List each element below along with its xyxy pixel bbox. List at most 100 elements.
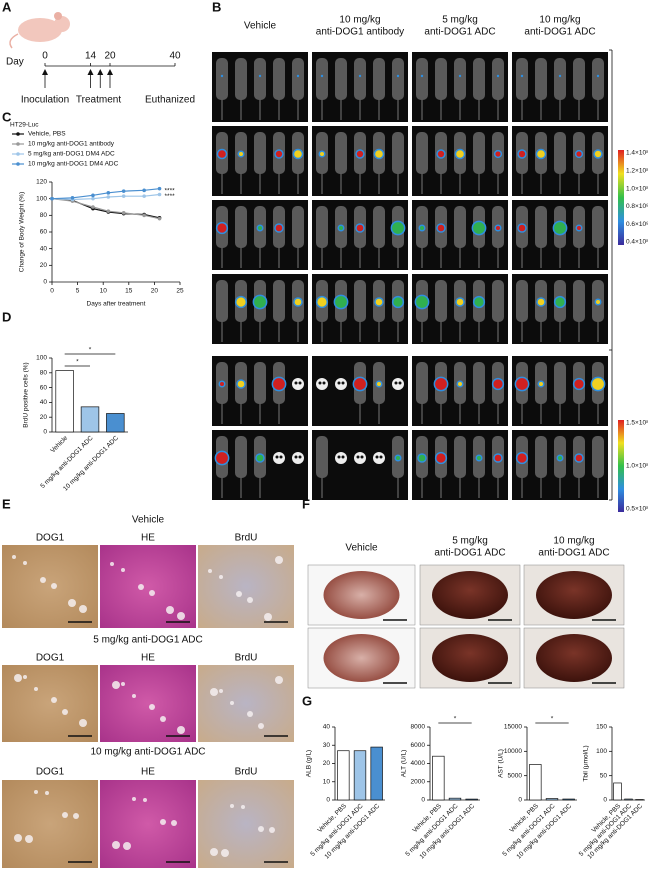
imaging-cell <box>412 126 508 196</box>
vessel <box>221 849 229 857</box>
significance-label: **** <box>165 193 176 200</box>
signal-blob <box>494 454 502 462</box>
histology-image <box>2 780 98 868</box>
signal-blob <box>339 226 343 230</box>
stain-label: HE <box>141 533 155 544</box>
event-label: Euthanized <box>145 95 195 106</box>
vessel <box>160 716 166 722</box>
mouse-silhouette <box>516 280 528 322</box>
vessel <box>132 694 136 698</box>
signal-blob <box>320 152 324 156</box>
skull-icon <box>354 452 366 464</box>
significance-label: * <box>89 347 92 354</box>
column-header: anti-DOG1 ADC <box>434 548 505 559</box>
mouse-silhouette <box>473 58 485 100</box>
panel-letter: D <box>2 309 11 324</box>
stain-label: DOG1 <box>36 533 65 544</box>
y-tick-label: 120 <box>36 179 47 186</box>
mouse-silhouette <box>592 58 604 100</box>
mouse-silhouette <box>316 436 328 478</box>
legend-marker <box>16 152 20 156</box>
signal-blob <box>576 151 582 157</box>
signal-blob <box>558 74 562 78</box>
signal-blob <box>416 296 428 308</box>
stain-label: HE <box>141 653 155 664</box>
signal-blob <box>236 297 246 307</box>
imaging-cell <box>212 52 308 122</box>
signal-blob <box>517 453 527 463</box>
signal-blob <box>456 150 464 158</box>
y-tick-label: 10000 <box>504 748 522 755</box>
vessel <box>208 569 212 573</box>
mouse-silhouette <box>373 206 385 248</box>
stain-label: DOG1 <box>36 653 65 664</box>
y-tick-label: 20 <box>40 414 48 421</box>
vessel <box>34 687 38 691</box>
color-bar-label: 1.4×10⁸ <box>626 150 648 157</box>
liver <box>536 634 612 682</box>
y-tick-label: 80 <box>40 370 48 377</box>
signal-blob <box>436 453 446 463</box>
signal-blob <box>437 150 445 158</box>
signal-blob <box>575 454 583 462</box>
mouse-silhouette <box>473 362 485 404</box>
signal-blob <box>592 378 604 390</box>
vessel <box>149 590 155 596</box>
vessel <box>236 591 242 597</box>
skull-eye <box>341 381 345 385</box>
signal-blob <box>296 74 300 78</box>
mouse-silhouette <box>335 58 347 100</box>
bar <box>353 750 367 801</box>
signal-blob <box>418 454 426 462</box>
vessel <box>210 688 218 696</box>
y-tick-label: 0 <box>518 797 522 804</box>
mouse-silhouette <box>354 280 366 322</box>
column-header: anti-DOG1 ADC <box>524 27 595 38</box>
mouse-silhouette <box>373 58 385 100</box>
vessel <box>177 612 185 620</box>
mouse-silhouette <box>235 436 247 478</box>
signal-blob <box>377 382 381 386</box>
bar <box>80 406 100 433</box>
mouse-silhouette <box>292 58 304 100</box>
mouse-silhouette <box>273 58 285 100</box>
stain-label: DOG1 <box>36 767 65 778</box>
vessel <box>258 826 264 832</box>
series-point <box>50 196 54 201</box>
column-header: 5 mg/kg <box>442 15 478 26</box>
column-header: anti-DOG1 ADC <box>424 27 495 38</box>
bar <box>529 764 542 801</box>
imaging-cell <box>312 200 408 270</box>
bar <box>465 798 478 801</box>
vessel <box>241 805 245 809</box>
mouse-silhouette <box>592 436 604 478</box>
bar <box>432 755 445 801</box>
y-tick-label: 50 <box>600 772 608 779</box>
bar <box>55 370 74 433</box>
liver <box>432 634 508 682</box>
signal-blob <box>474 297 484 307</box>
series-point <box>91 193 95 198</box>
signal-blob <box>258 226 262 230</box>
column-header: 10 mg/kg <box>539 15 580 26</box>
vessel <box>34 790 38 794</box>
vessel <box>143 798 147 802</box>
skull-eye <box>294 455 298 459</box>
group-title: Vehicle <box>132 515 165 526</box>
vessel <box>275 556 283 564</box>
imaging-cell <box>312 356 408 426</box>
bar <box>337 750 350 801</box>
imaging-cell <box>212 356 308 426</box>
panel-letter: G <box>302 693 312 708</box>
signal-blob <box>237 380 245 388</box>
x-tick-label: 5 <box>76 288 80 295</box>
group-title: 5 mg/kg anti-DOG1 ADC <box>93 635 202 646</box>
significance-label: * <box>551 716 554 723</box>
imaging-cell <box>512 200 608 270</box>
x-tick-label: 15 <box>125 288 133 295</box>
arrow-head <box>87 69 94 75</box>
stain-label: BrdU <box>235 533 258 544</box>
signal-blob <box>217 223 227 233</box>
signal-blob <box>516 378 528 390</box>
mouse-silhouette <box>554 362 566 404</box>
